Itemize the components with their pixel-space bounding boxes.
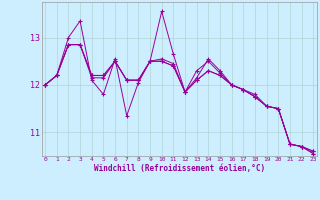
X-axis label: Windchill (Refroidissement éolien,°C): Windchill (Refroidissement éolien,°C) <box>94 164 265 173</box>
